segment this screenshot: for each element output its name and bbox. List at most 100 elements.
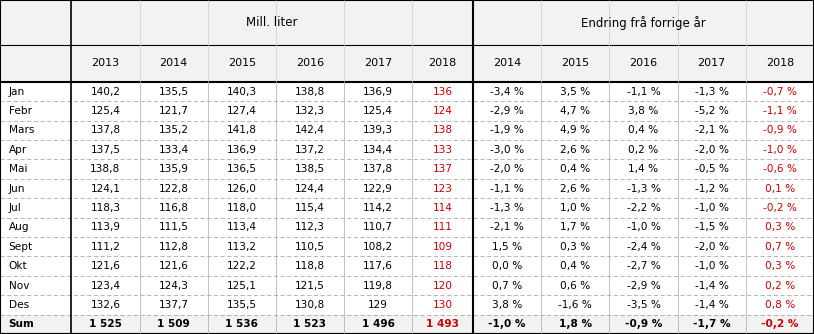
Text: 0,4 %: 0,4 % <box>628 125 659 135</box>
Text: 110,7: 110,7 <box>363 222 393 232</box>
Text: 121,7: 121,7 <box>159 106 189 116</box>
Text: 1 509: 1 509 <box>157 319 190 329</box>
Text: 1,8 %: 1,8 % <box>558 319 592 329</box>
Text: 141,8: 141,8 <box>227 125 256 135</box>
Text: 1 493: 1 493 <box>427 319 459 329</box>
Text: 2015: 2015 <box>562 58 589 68</box>
Text: -1,0 %: -1,0 % <box>627 222 660 232</box>
Text: -1,6 %: -1,6 % <box>558 300 593 310</box>
Text: -1,5 %: -1,5 % <box>695 222 729 232</box>
Text: 2,6 %: 2,6 % <box>560 183 590 193</box>
Text: 0,7 %: 0,7 % <box>765 242 795 252</box>
Text: 124,4: 124,4 <box>295 183 325 193</box>
Text: 0,7 %: 0,7 % <box>492 281 523 291</box>
Text: Jan: Jan <box>9 87 24 97</box>
Bar <box>0 179 814 198</box>
Text: 4,7 %: 4,7 % <box>560 106 590 116</box>
Text: -0,9 %: -0,9 % <box>763 125 797 135</box>
Text: -1,4 %: -1,4 % <box>695 300 729 310</box>
Text: 114,2: 114,2 <box>363 203 393 213</box>
Text: 2014: 2014 <box>160 58 188 68</box>
Text: 137,7: 137,7 <box>159 300 189 310</box>
Text: -0,5 %: -0,5 % <box>694 164 729 174</box>
Text: 133: 133 <box>432 145 453 155</box>
Text: 0,1 %: 0,1 % <box>765 183 795 193</box>
Text: -1,2 %: -1,2 % <box>695 183 729 193</box>
Text: Jul: Jul <box>9 203 21 213</box>
Text: 2,6 %: 2,6 % <box>560 145 590 155</box>
Text: Mill. liter: Mill. liter <box>247 16 298 29</box>
Bar <box>0 295 814 315</box>
Text: 2016: 2016 <box>629 58 658 68</box>
Text: 117,6: 117,6 <box>363 261 393 271</box>
Text: 124,3: 124,3 <box>159 281 189 291</box>
Text: 125,4: 125,4 <box>90 106 120 116</box>
Text: -2,2 %: -2,2 % <box>627 203 660 213</box>
Text: 129: 129 <box>368 300 388 310</box>
Text: 140,3: 140,3 <box>227 87 257 97</box>
Text: 113,9: 113,9 <box>90 222 120 232</box>
Text: 142,4: 142,4 <box>295 125 325 135</box>
Text: -1,9 %: -1,9 % <box>490 125 524 135</box>
Text: 127,4: 127,4 <box>227 106 256 116</box>
Text: -0,2 %: -0,2 % <box>761 319 799 329</box>
Text: Apr: Apr <box>9 145 27 155</box>
Text: 134,4: 134,4 <box>363 145 393 155</box>
Text: 116,8: 116,8 <box>159 203 189 213</box>
Text: 1,4 %: 1,4 % <box>628 164 659 174</box>
Text: Des: Des <box>9 300 28 310</box>
Text: 138,8: 138,8 <box>295 87 325 97</box>
Text: 1 496: 1 496 <box>361 319 395 329</box>
Text: 120: 120 <box>433 281 453 291</box>
Text: -2,9 %: -2,9 % <box>490 106 524 116</box>
Text: 135,2: 135,2 <box>159 125 189 135</box>
Text: 125,4: 125,4 <box>363 106 393 116</box>
Text: 123,4: 123,4 <box>90 281 120 291</box>
Bar <box>0 121 814 140</box>
Text: -0,9 %: -0,9 % <box>625 319 663 329</box>
Text: -1,3 %: -1,3 % <box>490 203 524 213</box>
Text: -3,0 %: -3,0 % <box>490 145 524 155</box>
Text: Sept: Sept <box>9 242 33 252</box>
Text: -1,0 %: -1,0 % <box>763 145 797 155</box>
Text: 122,2: 122,2 <box>227 261 256 271</box>
Text: 132,3: 132,3 <box>295 106 325 116</box>
Text: -1,3 %: -1,3 % <box>627 183 660 193</box>
Text: -0,7 %: -0,7 % <box>763 87 797 97</box>
Text: 135,5: 135,5 <box>227 300 256 310</box>
Bar <box>0 237 814 257</box>
Text: -1,7 %: -1,7 % <box>693 319 730 329</box>
Text: -1,1 %: -1,1 % <box>627 87 660 97</box>
Text: 132,6: 132,6 <box>90 300 120 310</box>
Bar <box>0 0 814 45</box>
Text: -1,4 %: -1,4 % <box>695 281 729 291</box>
Text: Sum: Sum <box>9 319 34 329</box>
Text: 137,8: 137,8 <box>363 164 393 174</box>
Text: 125,1: 125,1 <box>227 281 256 291</box>
Text: 122,9: 122,9 <box>363 183 393 193</box>
Text: 136,5: 136,5 <box>227 164 256 174</box>
Text: 121,6: 121,6 <box>90 261 120 271</box>
Text: 124,1: 124,1 <box>90 183 120 193</box>
Text: -3,4 %: -3,4 % <box>490 87 524 97</box>
Text: 3,8 %: 3,8 % <box>492 300 523 310</box>
Text: 1 525: 1 525 <box>89 319 122 329</box>
Text: 115,4: 115,4 <box>295 203 325 213</box>
Text: 118: 118 <box>433 261 453 271</box>
Text: 0,6 %: 0,6 % <box>560 281 590 291</box>
Text: -2,0 %: -2,0 % <box>490 164 524 174</box>
Text: 112,8: 112,8 <box>159 242 189 252</box>
Text: 1,5 %: 1,5 % <box>492 242 523 252</box>
Text: -1,1 %: -1,1 % <box>763 106 797 116</box>
Text: 137,8: 137,8 <box>90 125 120 135</box>
Text: -2,0 %: -2,0 % <box>694 145 729 155</box>
Text: 130: 130 <box>432 300 453 310</box>
Text: 133,4: 133,4 <box>159 145 189 155</box>
Text: -1,3 %: -1,3 % <box>694 87 729 97</box>
Text: Aug: Aug <box>9 222 29 232</box>
Text: 0,0 %: 0,0 % <box>492 261 523 271</box>
Text: 124: 124 <box>433 106 453 116</box>
Text: Okt: Okt <box>9 261 28 271</box>
Text: -1,0 %: -1,0 % <box>694 261 729 271</box>
Text: Mars: Mars <box>9 125 34 135</box>
